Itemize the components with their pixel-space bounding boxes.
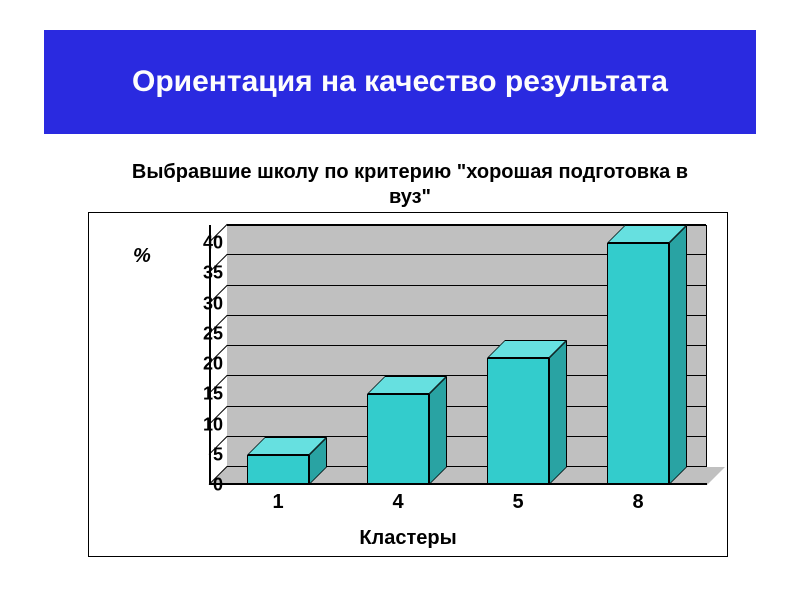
bar [367,376,447,485]
bar-front [607,243,669,485]
x-tick-label: 8 [578,491,698,514]
x-tick-label: 1 [218,491,338,514]
bar-front [367,394,429,485]
chart-frame: % 0510152025303540 1458 Кластеры [88,212,728,557]
x-tick-label: 5 [458,491,578,514]
plot-area [209,225,707,485]
y-axis-label: % [133,245,151,268]
y-tick-label: 40 [183,233,223,254]
x-axis-label: Кластеры [89,527,727,550]
bar-side [549,340,567,485]
y-tick-label: 15 [183,384,223,405]
y-tick-label: 10 [183,414,223,435]
y-tick-label: 30 [183,293,223,314]
bar-side [429,376,447,485]
y-tick-label: 5 [183,444,223,465]
slide-title-text: Ориентация на качество результата [132,64,668,100]
bar [607,225,687,485]
y-tick-label: 35 [183,263,223,284]
bar-side [669,225,687,485]
bar-front [247,455,309,485]
bar-front [487,358,549,485]
bar [487,340,567,485]
slide-title-banner: Ориентация на качество результата [44,30,756,134]
x-axis-line [209,483,707,485]
y-tick-label: 25 [183,323,223,344]
chart-container: % 0510152025303540 1458 Кластеры [89,213,727,556]
bar [247,437,327,485]
chart-title: Выбравшие школу по критерию "хорошая под… [130,160,690,210]
y-tick-label: 0 [183,475,223,496]
x-tick-label: 4 [338,491,458,514]
y-tick-label: 20 [183,354,223,375]
